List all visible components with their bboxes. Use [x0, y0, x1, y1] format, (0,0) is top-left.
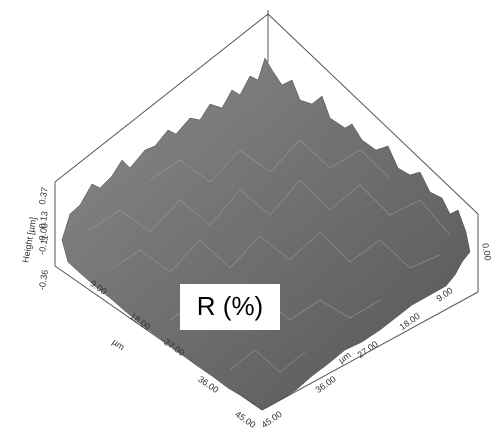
z-tick-label: -0.11 [37, 234, 50, 255]
figure-label: R (%) [197, 291, 263, 321]
x-tick-label: 45.00 [233, 409, 257, 430]
surface [61, 57, 471, 411]
z-axis-title: Height [µm] [20, 216, 38, 263]
z-tick-label: -0.36 [37, 269, 50, 291]
x-axis-unit: µm [110, 337, 126, 352]
y-tick-label: 36.00 [314, 374, 338, 395]
z-right-tick-label: 0.00 [480, 242, 493, 261]
z-tick-label: 0.00 [37, 222, 50, 241]
y-tick-label: 45.00 [260, 409, 284, 430]
frame [54, 10, 479, 411]
z-tick-label: 0.13 [37, 210, 50, 229]
z-tick-label: 0.37 [37, 186, 50, 205]
label-box [180, 284, 280, 330]
